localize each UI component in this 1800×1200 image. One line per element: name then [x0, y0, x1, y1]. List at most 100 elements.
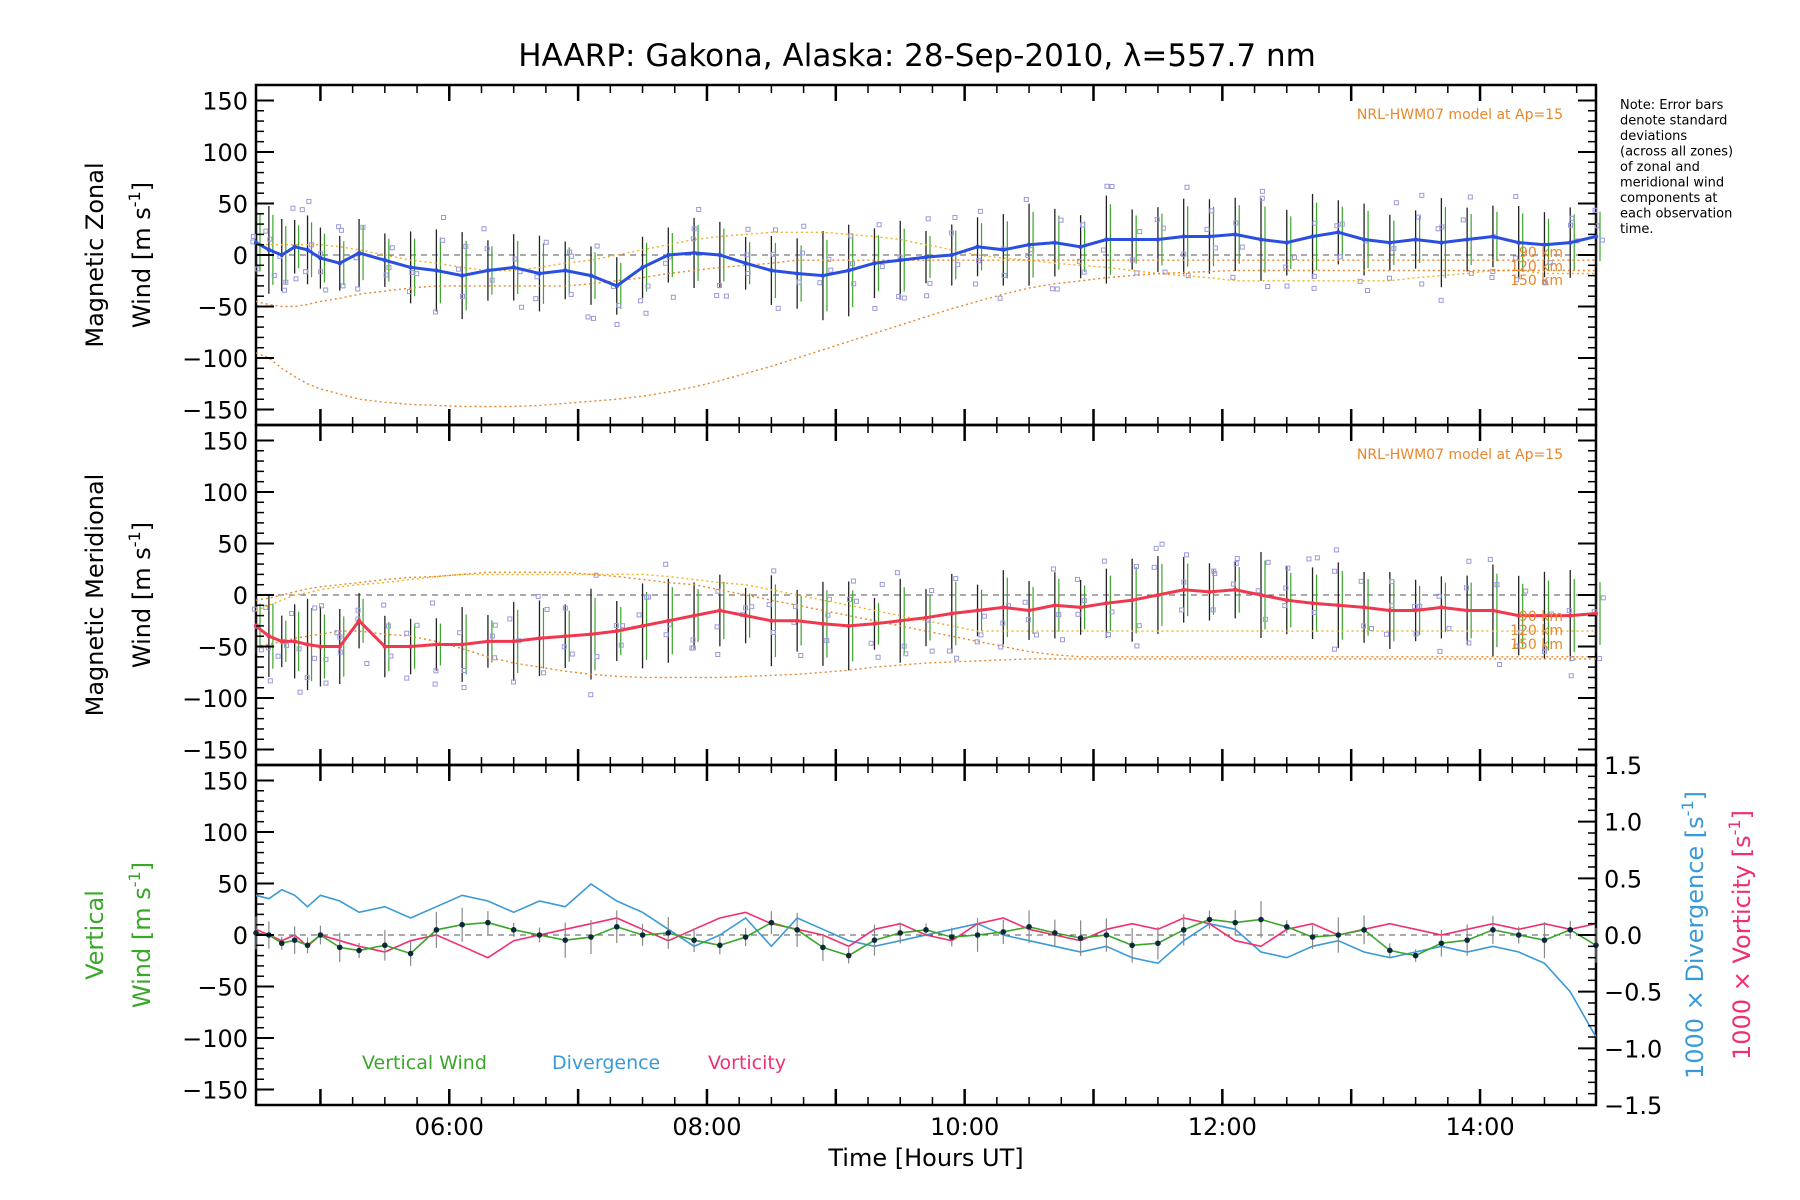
- zone-sample: [1050, 566, 1056, 572]
- note-line: of zonal and: [1620, 160, 1700, 175]
- zone-sample: [267, 236, 273, 242]
- wind-point: [356, 250, 362, 256]
- zone-sample: [1106, 632, 1112, 638]
- zone-sample: [263, 228, 269, 234]
- zone-sample: [972, 281, 978, 287]
- zone-sample: [1282, 603, 1288, 609]
- vertical-wind-point: [1541, 937, 1548, 943]
- zone-sample: [590, 315, 596, 321]
- zone-sample: [271, 272, 277, 278]
- zone-sample: [643, 310, 649, 316]
- zone-sample: [1333, 547, 1339, 553]
- zone-sample: [925, 216, 931, 222]
- zone-sample: [1136, 623, 1142, 629]
- zone-sample: [744, 252, 750, 258]
- wind-point: [1336, 603, 1341, 608]
- zone-sample: [1074, 576, 1080, 582]
- zone-sample: [1332, 568, 1338, 574]
- wind-point: [1568, 240, 1573, 245]
- wind-point: [588, 631, 594, 637]
- zone-sample: [1513, 643, 1519, 649]
- wind-point: [588, 273, 594, 278]
- zone-sample: [283, 642, 289, 648]
- zone-sample: [1413, 631, 1419, 637]
- zone-sample: [433, 309, 439, 315]
- zone-sample: [846, 596, 852, 602]
- zone-sample: [618, 642, 624, 648]
- zone-sample: [1081, 269, 1087, 275]
- y-tick-label: −150: [182, 1077, 248, 1105]
- zone-sample: [519, 304, 525, 310]
- zone-sample: [1463, 585, 1469, 591]
- zone-sample: [1569, 215, 1575, 221]
- vertical-wind-point: [639, 932, 646, 938]
- zone-sample: [318, 269, 324, 275]
- zonal-wind-line: [255, 230, 1597, 288]
- zone-sample: [383, 272, 389, 278]
- zone-sample: [293, 276, 299, 282]
- zone-sample: [441, 215, 447, 221]
- zone-sample: [340, 283, 346, 289]
- wind-point: [1233, 587, 1238, 593]
- x-tick-label: 08:00: [672, 1113, 741, 1141]
- zone-sample: [948, 230, 954, 236]
- zone-sample: [511, 679, 517, 685]
- zone-sample: [1436, 593, 1442, 599]
- zone-sample: [289, 610, 295, 616]
- altitude-label: 150 km: [1510, 637, 1563, 653]
- zonal-ylabel-line1: Magnetic Zonal: [81, 162, 109, 347]
- x-axis-label: Time [Hours UT]: [827, 1144, 1023, 1172]
- vertical-wind-point: [871, 937, 878, 943]
- zone-sample: [568, 291, 574, 297]
- zone-sample: [696, 206, 702, 212]
- zone-sample: [318, 603, 324, 609]
- y-tick-label: 50: [217, 190, 248, 218]
- y-tick-label: 0: [233, 242, 248, 270]
- zone-sample: [766, 602, 772, 608]
- zone-sample: [1234, 556, 1240, 562]
- zone-sample: [714, 293, 720, 299]
- zone-sample: [745, 226, 751, 232]
- zone-sample: [1306, 556, 1312, 562]
- wind-point: [382, 257, 388, 263]
- wind-point: [459, 642, 465, 647]
- zone-sample: [364, 661, 370, 667]
- vertical-wind-point: [356, 947, 362, 954]
- wind-point: [666, 252, 671, 258]
- y-tick-label: 0: [233, 582, 248, 610]
- note-line: Note: Error bars: [1620, 98, 1724, 113]
- wind-point: [434, 268, 439, 273]
- zone-sample: [723, 293, 729, 299]
- wind-point: [1155, 237, 1161, 242]
- zone-sample: [1100, 247, 1106, 253]
- wind-point: [511, 265, 516, 270]
- zone-sample: [826, 596, 832, 602]
- altitude-label: 90 km: [1519, 245, 1563, 261]
- model-curve: [256, 231, 1596, 282]
- y-tick-label: −100: [182, 1025, 248, 1053]
- vertical-wind-point: [1335, 932, 1342, 938]
- zone-sample: [1368, 626, 1374, 632]
- wind-point: [337, 644, 342, 649]
- zone-sample: [1542, 280, 1548, 286]
- zone-sample: [1594, 223, 1600, 229]
- wind-point: [769, 618, 774, 623]
- vertical-wind-point: [1361, 927, 1367, 933]
- zone-sample: [1233, 220, 1239, 226]
- wind-point: [1181, 234, 1186, 239]
- zone-sample: [461, 668, 467, 674]
- divergence-y2label: 1000 × Divergence [s-1]: [1678, 791, 1709, 1079]
- zone-sample: [1239, 244, 1245, 250]
- zone-sample: [770, 251, 776, 257]
- zone-sample: [1383, 631, 1389, 637]
- wind-point: [1052, 603, 1058, 608]
- zone-sample: [569, 651, 575, 657]
- zone-sample: [430, 600, 436, 606]
- zone-sample: [338, 227, 344, 233]
- wind-point: [1052, 240, 1058, 245]
- vertical-wind-point: [278, 940, 285, 947]
- vertical-wind-line: [255, 918, 1597, 957]
- y-tick-label: −100: [182, 345, 248, 373]
- wind-point: [717, 252, 723, 258]
- zone-sample: [1411, 603, 1417, 609]
